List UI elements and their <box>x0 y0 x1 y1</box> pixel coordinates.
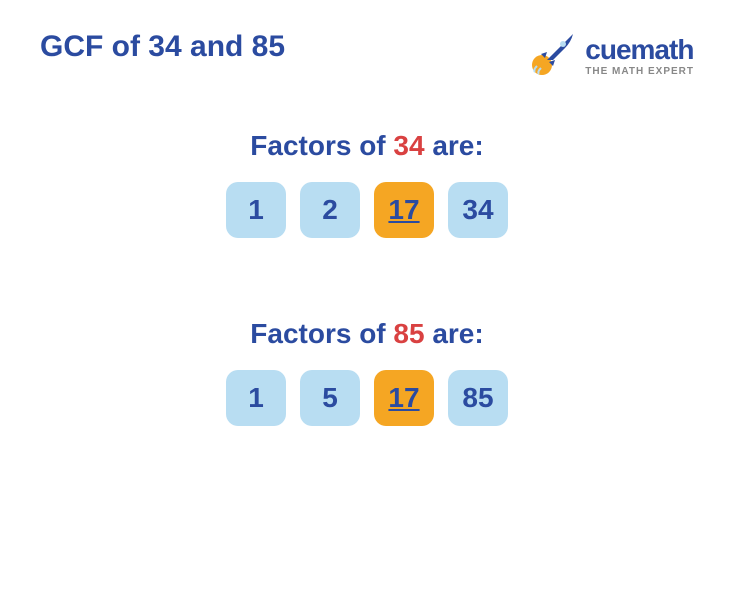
factors-row-2: 1 5 17 85 <box>40 370 694 426</box>
factor-box: 85 <box>448 370 508 426</box>
factors-section-1: Factors of 34 are: 1 2 17 34 <box>40 130 694 238</box>
logo-text: cuemath THE MATH EXPERT <box>585 34 694 77</box>
logo: cuemath THE MATH EXPERT <box>527 30 694 80</box>
factors-section-2: Factors of 85 are: 1 5 17 85 <box>40 318 694 426</box>
section-title-1: Factors of 34 are: <box>40 130 694 162</box>
label-suffix: are: <box>425 130 484 161</box>
factor-box: 2 <box>300 182 360 238</box>
factor-box-highlight: 17 <box>374 370 434 426</box>
label-prefix: Factors of <box>250 130 393 161</box>
page-title: GCF of 34 and 85 <box>40 30 285 64</box>
number-highlight: 34 <box>393 130 424 161</box>
factor-box: 34 <box>448 182 508 238</box>
factor-box: 1 <box>226 370 286 426</box>
number-highlight: 85 <box>393 318 424 349</box>
header: GCF of 34 and 85 cuemath THE MATH EXPERT <box>40 30 694 80</box>
factor-box: 5 <box>300 370 360 426</box>
section-title-2: Factors of 85 are: <box>40 318 694 350</box>
factor-box: 1 <box>226 182 286 238</box>
rocket-icon <box>527 30 577 80</box>
logo-tagline: THE MATH EXPERT <box>585 66 694 77</box>
label-suffix: are: <box>425 318 484 349</box>
label-prefix: Factors of <box>250 318 393 349</box>
logo-brand: cuemath <box>585 34 694 66</box>
factor-box-highlight: 17 <box>374 182 434 238</box>
factors-row-1: 1 2 17 34 <box>40 182 694 238</box>
